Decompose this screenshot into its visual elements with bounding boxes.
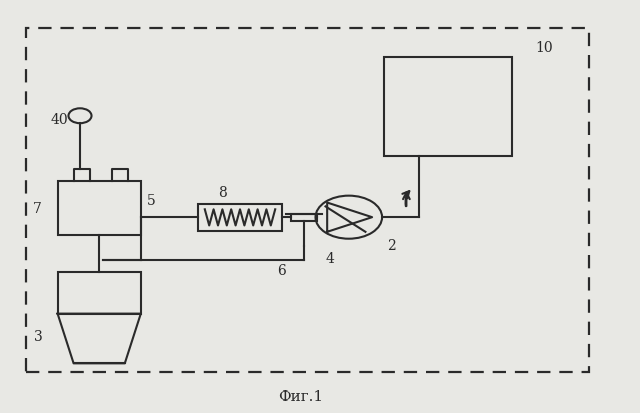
Text: 2: 2 bbox=[387, 239, 396, 253]
Bar bbox=[58, 182, 141, 235]
Text: 10: 10 bbox=[535, 40, 553, 55]
Bar bbox=[291, 214, 317, 221]
Text: 7: 7 bbox=[33, 202, 42, 216]
Text: 6: 6 bbox=[277, 263, 286, 278]
Bar bbox=[58, 273, 141, 314]
Text: Фиг.1: Фиг.1 bbox=[278, 389, 323, 404]
Text: 5: 5 bbox=[147, 193, 156, 207]
Bar bbox=[384, 58, 512, 157]
Text: 3: 3 bbox=[34, 330, 43, 344]
Bar bbox=[26, 29, 589, 372]
Bar bbox=[198, 204, 282, 231]
Text: 8: 8 bbox=[218, 185, 227, 199]
Text: 4: 4 bbox=[326, 251, 335, 265]
Text: 40: 40 bbox=[51, 113, 68, 127]
